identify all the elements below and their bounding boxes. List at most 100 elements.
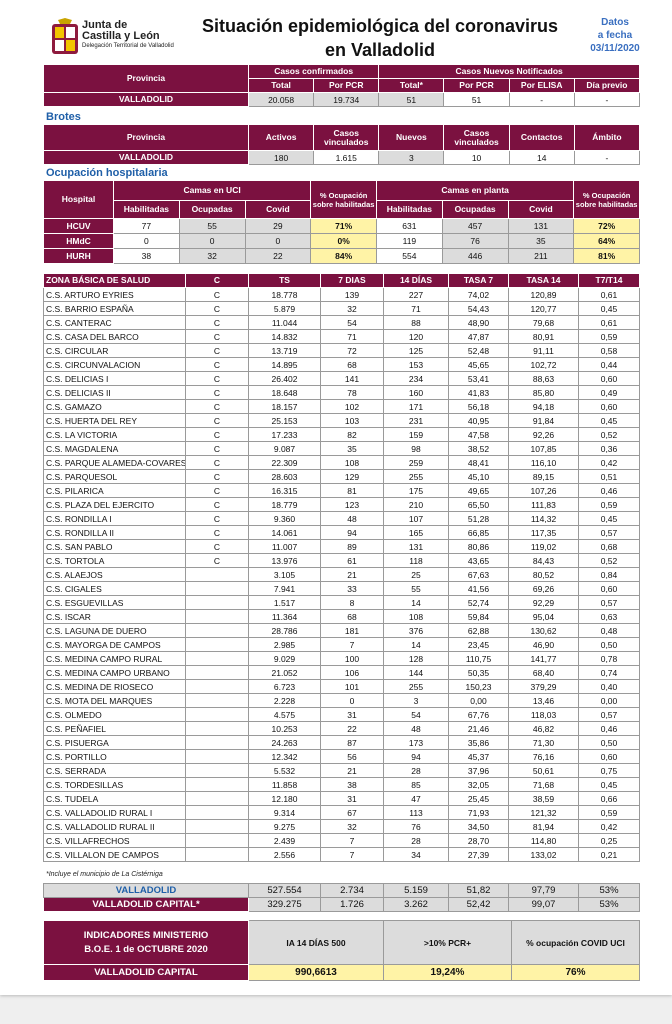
zona-name: C.S. MAYORGA DE CAMPOS <box>43 637 186 652</box>
zona-name: C.S. PISUERGA <box>43 735 186 750</box>
cell: 379,29 <box>508 679 579 694</box>
cell: 0,51 <box>578 469 640 484</box>
cell: 32 <box>320 819 384 834</box>
cell: Día previo <box>573 78 641 93</box>
cell: 7 <box>320 847 384 862</box>
section-title: Ocupación hospitalaria <box>46 167 168 179</box>
cell: 71 <box>383 301 449 316</box>
cell: C <box>185 525 249 540</box>
cell <box>185 623 249 638</box>
cell: 211 <box>507 248 575 264</box>
cell <box>185 833 249 848</box>
cell: 9.314 <box>248 805 321 820</box>
cell: 23,45 <box>448 637 509 652</box>
cell: 49,65 <box>448 483 509 498</box>
cell: 51 <box>378 92 445 107</box>
cell: 123 <box>320 497 384 512</box>
cell: 255 <box>383 469 449 484</box>
zona-row: C.S. PEÑAFIEL 10.253 22 48 21,46 46,82 0,46 <box>43 721 640 736</box>
cell: 110,75 <box>448 651 509 666</box>
cell: 52,74 <box>448 595 509 610</box>
cell: 88 <box>383 315 449 330</box>
zona-name: C.S. BARRIO ESPAÑA <box>43 301 186 316</box>
zona-row: C.S. SERRADA 5.532 21 28 37,96 50,61 0,75 <box>43 763 640 778</box>
cell: 72 <box>320 343 384 358</box>
zona-row: C.S. CANTERAC C 11.044 54 88 48,90 79,68 0,61 <box>43 315 640 330</box>
cell: VALLADOLID <box>43 150 249 165</box>
cell: 0,00 <box>578 693 640 708</box>
zona-name: C.S. PARQUESOL <box>43 469 186 484</box>
cell: 108 <box>320 455 384 470</box>
cell: 22.309 <box>248 455 321 470</box>
cell: Camas en UCI <box>112 180 312 201</box>
column-header: Activos <box>247 124 315 151</box>
cell: 0 <box>113 233 180 249</box>
cell <box>185 721 249 736</box>
column-header: ZONA BÁSICA DE SALUD <box>43 273 186 288</box>
column-header: Casos vinculados <box>443 124 510 151</box>
cell: 144 <box>383 665 449 680</box>
cell: 0,45 <box>578 511 640 526</box>
cell <box>185 665 249 680</box>
zona-name: C.S. TORDESILLAS <box>43 777 186 792</box>
cell: 2.439 <box>248 833 321 848</box>
cell: 94,18 <box>508 399 579 414</box>
cell: 121,32 <box>508 805 579 820</box>
zona-row: C.S. LA VICTORIA C 17.233 82 159 47,58 92,26 0,… <box>43 427 640 442</box>
zona-row: C.S. DELICIAS II C 18.648 78 160 41,83 85,80 0,… <box>43 385 640 400</box>
cell: 81 <box>320 483 384 498</box>
cell: 53,41 <box>448 371 509 386</box>
cell: 21,46 <box>448 721 509 736</box>
zona-row: C.S. PARQUE ALAMEDA-COVARES C 22.309 108 259… <box>43 455 640 470</box>
cell: 69,26 <box>508 581 579 596</box>
zona-name: C.S. CIRCULAR <box>43 343 186 358</box>
cell: 171 <box>383 399 449 414</box>
zona-name: C.S. HUERTA DEL REY <box>43 413 186 428</box>
cell: 21.052 <box>248 665 321 680</box>
cell: 48,41 <box>448 455 509 470</box>
cell: 38 <box>320 777 384 792</box>
cell: 67 <box>320 805 384 820</box>
cell: 21 <box>320 763 384 778</box>
cell: 108 <box>383 609 449 624</box>
cell: C <box>185 553 249 568</box>
cell: 52,48 <box>448 343 509 358</box>
cell: 0,60 <box>578 399 640 414</box>
zona-name: C.S. RONDILLA II <box>43 525 186 540</box>
cell: 37,96 <box>448 763 509 778</box>
cell: 18.779 <box>248 497 321 512</box>
cell: 4.575 <box>248 707 321 722</box>
cell: 457 <box>441 218 509 234</box>
cell: 103 <box>320 413 384 428</box>
ocupacion-table: Hospital Camas en UCI% Ocupación sobre ha… <box>43 180 640 264</box>
cell: 13.976 <box>248 553 321 568</box>
column-header: Contactos <box>508 124 575 151</box>
cell: 0,50 <box>578 735 640 750</box>
cell: Total* <box>378 78 445 93</box>
cell: 51,82 <box>448 883 510 898</box>
cell: 106 <box>320 665 384 680</box>
cell: 0,44 <box>578 357 640 372</box>
cell: 13.719 <box>248 343 321 358</box>
cell: 11.364 <box>248 609 321 624</box>
cell: Camas en planta <box>375 180 575 201</box>
cell: 32,05 <box>448 777 509 792</box>
zona-row: C.S. RONDILLA I C 9.360 48 107 51,28 114,32 0,4… <box>43 511 640 526</box>
cell: 80,91 <box>508 329 579 344</box>
cell: 527.554 <box>248 883 322 898</box>
cell: 0,60 <box>578 749 640 764</box>
cell: 2.228 <box>248 693 321 708</box>
title: Situación epidemiológica del coronavirus… <box>180 14 580 62</box>
zona-name: C.S. CIRCUNVALACION <box>43 357 186 372</box>
zona-row: C.S. MEDINA CAMPO RURAL 9.029 100 128 110,75… <box>43 651 640 666</box>
cell: 50,61 <box>508 763 579 778</box>
zona-row: C.S. TORDESILLAS 11.858 38 85 32,05 71,68 0,45 <box>43 777 640 792</box>
cell: 14.061 <box>248 525 321 540</box>
cell: 94 <box>320 525 384 540</box>
cell: 100 <box>320 651 384 666</box>
zona-row: C.S. MAYORGA DE CAMPOS 2.985 7 14 23,45 46,90… <box>43 637 640 652</box>
cell: 82 <box>320 427 384 442</box>
cell: 329.275 <box>248 897 322 912</box>
zona-name: C.S. ESGUEVILLAS <box>43 595 186 610</box>
cell: 48 <box>320 511 384 526</box>
